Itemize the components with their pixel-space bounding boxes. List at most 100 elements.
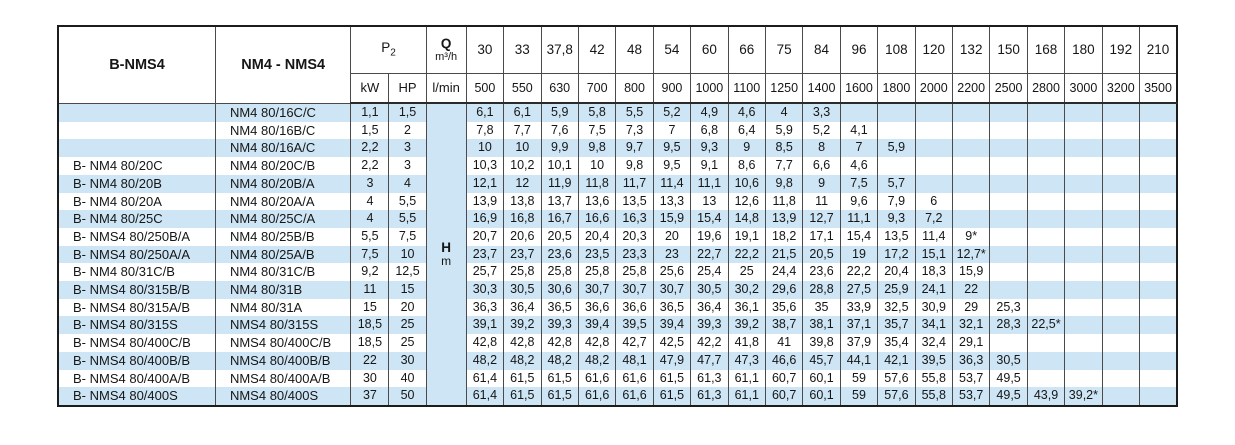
head-value-cell: 16,3 [615,210,654,228]
head-value-cell [1101,263,1141,282]
hp-unit-header: HP [388,72,427,104]
head-value-cell: 9 [802,174,841,193]
hp-value-cell: 30 [388,351,427,370]
head-value-cell: 36,3 [465,298,505,317]
flow-lmin-header: 1000 [690,72,729,104]
head-value-cell: 46,6 [764,351,804,370]
flow-m3h-header: 168 [1026,25,1066,74]
model-nm4-nms4-cell: NM4 80/31B [214,281,352,299]
head-value-cell: 36,5 [652,298,692,317]
head-value-cell: 4,1 [839,121,879,140]
head-value-cell: 25,3 [989,298,1028,317]
head-value-cell: 61,6 [577,369,617,388]
head-value-cell: 9,8 [615,157,654,175]
head-value-cell: 22,7 [690,245,729,264]
flow-m3h-header: 96 [839,25,879,74]
head-value-cell [1026,263,1066,282]
head-value-cell: 30,3 [465,281,505,299]
flow-lmin-header: 630 [540,72,579,104]
head-value-cell: 23,5 [577,245,617,264]
head-value-cell [1139,245,1178,264]
head-value-cell: 13,3 [652,192,692,211]
head-value-cell: 7,8 [465,121,505,140]
head-value-cell [1064,245,1103,264]
head-value-cell: 47,9 [652,351,692,370]
header-row-units: kW HP l/min 500 550 630 700 800 900 1000 1100 12… [58,72,1178,104]
head-value-cell: 49,5 [989,387,1028,406]
head-value-cell: 9,3 [690,139,729,158]
head-value-cell: 13,8 [503,192,542,211]
flow-m3h-header: 66 [727,25,766,74]
flow-m3h-header: 42 [577,25,617,74]
hp-value-cell: 25 [388,316,427,335]
kw-value-cell: 5,5 [350,227,390,246]
head-value-cell [951,157,991,175]
model-b-nms4-cell: B- NMS4 80/315S [57,316,216,335]
head-value-cell [1139,263,1178,282]
q-label: Q [440,35,452,51]
head-value-cell: 42,8 [540,334,579,352]
head-value-cell [1101,351,1141,370]
head-value-cell: 39,2 [503,316,542,335]
head-value-cell: 39,5 [615,316,654,335]
head-value-cell [1064,139,1103,158]
head-value-cell: 23 [652,245,692,264]
head-value-cell [1064,103,1103,122]
model-b-nms4-cell: B- NMS4 80/400B/B [57,351,216,370]
head-value-cell [1026,139,1066,158]
head-value-cell: 61,5 [652,369,692,388]
head-value-cell: 10,6 [727,174,766,193]
head-value-cell [951,210,991,228]
head-value-cell: 23,3 [615,245,654,264]
pump-row: B- NMS4 80/315A/B NM4 80/31A 15 20 36,3 36,4 3… [57,298,1178,317]
flow-m3h-header: 75 [764,25,804,74]
head-value-cell: 25,7 [465,263,505,282]
model-b-nms4-cell: B- NMS4 80/400A/B [57,369,216,388]
head-value-cell: 16,7 [540,210,579,228]
head-value-cell: 48,2 [577,351,617,370]
head-value-cell: 39,3 [540,316,579,335]
head-value-cell: 7 [839,139,879,158]
head-value-cell: 23,7 [465,245,505,264]
head-value-cell [1064,298,1103,317]
head-value-cell [1064,281,1103,299]
hp-value-cell: 20 [388,298,427,317]
head-value-cell: 36,6 [615,298,654,317]
head-value-cell: 20,5 [802,245,841,264]
head-value-cell [1101,157,1141,175]
pump-row: B- NMS4 80/400B/B NMS4 80/400B/B 22 30 48,2 4… [57,351,1178,370]
head-value-cell: 5,5 [615,103,654,122]
head-value-cell: 11,7 [615,174,654,193]
head-value-cell: 27,5 [839,281,879,299]
header-row-flow: B-NMS4 NM4 - NMS4 P2 Q m³/h 30 33 37,8 42 48… [57,25,1178,104]
head-value-cell [1101,192,1141,211]
head-value-cell: 59 [839,369,879,388]
head-value-cell: 61,6 [577,387,617,406]
p2-label: P [381,40,391,56]
head-value-cell: 48,2 [540,351,579,370]
head-value-cell: 23,6 [802,263,841,282]
model-b-nms4-cell: B- NM4 80/25C [57,210,216,228]
model-nm4-nms4-cell: NMS4 80/400C/B [214,334,352,352]
head-value-cell: 60,7 [764,369,804,388]
head-value-cell: 20,5 [540,227,579,246]
model-nm4-nms4-cell: NM4 80/25C/A [214,210,352,228]
head-value-cell: 15,4 [690,210,729,228]
kw-value-cell: 22 [350,351,390,370]
model-b-nms4-cell: B- NMS4 80/250B/A [57,227,216,246]
head-value-cell: 25,8 [540,263,579,282]
head-value-cell: 4,9 [690,103,729,122]
head-value-cell: 18,3 [914,263,953,282]
head-value-cell: 35 [802,298,841,317]
flow-m3h-header: 37,8 [540,25,579,74]
head-value-cell: 10 [577,157,617,175]
flow-lmin-header: 900 [652,72,692,104]
head-value-cell [1101,369,1141,388]
flow-lmin-header: 500 [465,72,505,104]
head-value-cell [1139,316,1178,335]
head-value-cell: 42,8 [465,334,505,352]
flow-m3h-header: 33 [503,25,542,74]
pump-row: NM4 80/16B/C 1,5 2 7,8 7,7 7,6 7,5 7,3 7 6,8 6,4 5,… [57,121,1178,140]
head-value-cell: 38,1 [802,316,841,335]
head-value-cell: 42,1 [877,351,916,370]
